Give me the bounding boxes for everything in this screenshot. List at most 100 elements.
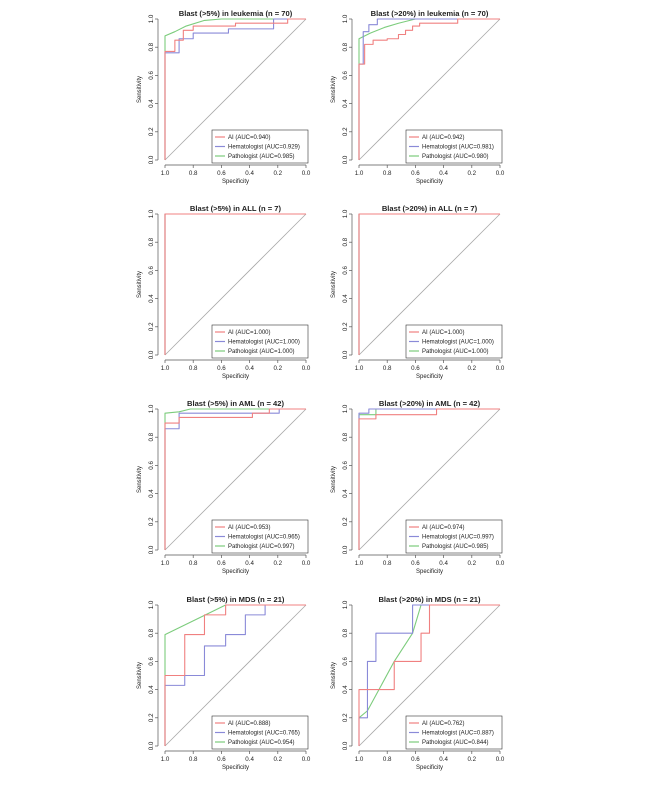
panel-title: Blast (>5%) in AML (n = 42) (187, 399, 285, 408)
y-tick-label: 0.6 (342, 71, 349, 80)
legend-entry: AI (AUC=1.000) (228, 330, 271, 336)
x-axis-label: Specificity (416, 569, 443, 575)
y-tick-label: 0.2 (148, 322, 155, 331)
y-tick-label: 0.4 (148, 294, 155, 303)
legend-box (211, 129, 309, 164)
roc-panel-6: Blast (>20%) in AML (n = 42) 0.0 0.2 0.4 0.6… (331, 399, 505, 575)
legend-box (211, 324, 309, 359)
y-tick-label: 1.0 (342, 209, 349, 218)
roc-curve-hematologist (164, 604, 306, 746)
x-tick-label: 0.2 (467, 170, 476, 177)
roc-curve-ai (358, 213, 500, 355)
y-tick-label: 0.4 (148, 685, 155, 694)
x-tick-label: 1.0 (161, 756, 170, 763)
legend-entry: Pathologist (AUC=0.985) (422, 544, 489, 550)
y-axis-label: Sensitivity (331, 662, 337, 689)
legend-entry: AI (AUC=0.974) (422, 525, 465, 531)
panel-title: Blast (>5%) in MDS (n = 21) (187, 595, 285, 604)
x-tick-label: 0.2 (273, 560, 282, 567)
y-tick-label: 0.4 (342, 294, 349, 303)
roc-panel-1: Blast (>5%) in leukemia (n = 70) 0.0 0.2 0.… (137, 9, 311, 185)
roc-panel-2: Blast (>20%) in leukemia (n = 70) 0.0 0.2 0… (331, 9, 505, 185)
legend-entry: Hematologist (AUC=0.765) (228, 731, 300, 737)
y-tick-label: 0.2 (342, 517, 349, 526)
x-axis-label: Specificity (222, 374, 249, 380)
roc-curve-hematologist (164, 18, 306, 160)
y-tick-label: 1.0 (342, 600, 349, 609)
legend-entry: Hematologist (AUC=1.000) (228, 340, 300, 346)
x-tick-label: 1.0 (355, 560, 364, 567)
x-tick-label: 0.4 (439, 756, 448, 763)
y-tick-label: 0.8 (342, 237, 349, 246)
reference-diagonal (358, 213, 501, 356)
legend-entry: AI (AUC=0.762) (422, 721, 465, 727)
legend-box (405, 324, 503, 359)
roc-curve-pathologist (164, 18, 306, 160)
y-axis-label: Sensitivity (137, 662, 143, 689)
x-tick-label: 0.6 (217, 170, 226, 177)
y-tick-label: 0.8 (342, 42, 349, 51)
legend-entry: AI (AUC=0.888) (228, 721, 271, 727)
y-tick-label: 0.6 (342, 266, 349, 275)
y-tick-label: 0.2 (342, 322, 349, 331)
y-axis-label: Sensitivity (331, 271, 337, 298)
x-tick-label: 0.4 (245, 365, 254, 372)
legend-entry: AI (AUC=0.953) (228, 525, 271, 531)
x-tick-label: 1.0 (355, 365, 364, 372)
legend-entry: Pathologist (AUC=0.844) (422, 740, 489, 746)
y-tick-label: 0.6 (148, 71, 155, 80)
legend-entry: AI (AUC=1.000) (422, 330, 465, 336)
y-tick-label: 0.6 (342, 461, 349, 470)
x-tick-label: 0.2 (467, 756, 476, 763)
y-tick-label: 1.0 (342, 14, 349, 23)
roc-curve-ai (164, 18, 306, 160)
x-tick-label: 0.0 (496, 365, 505, 372)
y-tick-label: 0.6 (148, 266, 155, 275)
x-tick-label: 1.0 (355, 170, 364, 177)
y-tick-label: 0.6 (342, 657, 349, 666)
x-tick-label: 0.2 (467, 560, 476, 567)
legend-entry: Pathologist (AUC=0.980) (422, 154, 489, 160)
legend-entry: Hematologist (AUC=0.981) (422, 145, 494, 151)
roc-panel-4: Blast (>20%) in ALL (n = 7) 0.0 0.2 0.4 0.6 0… (331, 204, 505, 380)
x-tick-label: 1.0 (161, 560, 170, 567)
y-tick-label: 1.0 (342, 404, 349, 413)
x-tick-label: 0.6 (411, 560, 420, 567)
legend-entry: Hematologist (AUC=1.000) (422, 340, 494, 346)
y-tick-label: 0.0 (148, 350, 155, 359)
legend-entry: Hematologist (AUC=0.965) (228, 535, 300, 541)
roc-curve-ai (164, 604, 306, 746)
x-tick-label: 0.8 (383, 560, 392, 567)
y-tick-label: 0.4 (148, 99, 155, 108)
roc-curve-ai (358, 408, 500, 550)
panel-title: Blast (>20%) in AML (n = 42) (379, 399, 481, 408)
y-tick-label: 0.0 (148, 155, 155, 164)
x-tick-label: 0.0 (302, 560, 311, 567)
y-tick-label: 0.2 (148, 713, 155, 722)
y-tick-label: 0.8 (148, 42, 155, 51)
y-tick-label: 0.4 (342, 99, 349, 108)
x-tick-label: 0.4 (245, 560, 254, 567)
y-tick-label: 1.0 (148, 404, 155, 413)
legend-entry: Pathologist (AUC=1.000) (422, 349, 489, 355)
reference-diagonal (358, 18, 501, 161)
y-tick-label: 0.8 (148, 237, 155, 246)
y-tick-label: 0.0 (148, 545, 155, 554)
y-tick-label: 0.2 (342, 713, 349, 722)
x-tick-label: 0.0 (302, 365, 311, 372)
x-axis-label: Specificity (222, 179, 249, 185)
x-axis-label: Specificity (416, 179, 443, 185)
x-tick-label: 0.6 (217, 756, 226, 763)
y-tick-label: 0.2 (148, 127, 155, 136)
x-tick-label: 0.8 (189, 365, 198, 372)
roc-curve-ai (164, 408, 306, 550)
x-tick-label: 0.0 (302, 756, 311, 763)
legend-entry: AI (AUC=0.940) (228, 135, 271, 141)
y-tick-label: 0.2 (342, 127, 349, 136)
x-tick-label: 0.8 (189, 560, 198, 567)
legend-entry: Hematologist (AUC=0.887) (422, 731, 494, 737)
reference-diagonal (358, 408, 501, 551)
x-tick-label: 0.4 (439, 560, 448, 567)
x-tick-label: 0.2 (273, 170, 282, 177)
